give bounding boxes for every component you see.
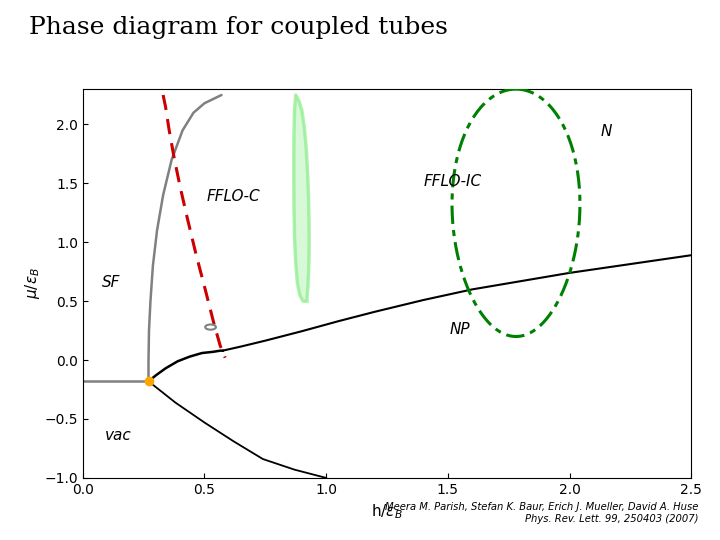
Text: Phase diagram for coupled tubes: Phase diagram for coupled tubes bbox=[29, 16, 448, 39]
Text: FFLO-C: FFLO-C bbox=[207, 189, 261, 204]
Polygon shape bbox=[294, 95, 309, 301]
Text: N: N bbox=[600, 124, 612, 139]
Text: NP: NP bbox=[450, 322, 470, 337]
Text: FFLO-IC: FFLO-IC bbox=[423, 174, 482, 188]
Text: Meera M. Parish, Stefan K. Baur, Erich J. Mueller, David A. Huse
Phys. Rev. Lett: Meera M. Parish, Stefan K. Baur, Erich J… bbox=[385, 502, 698, 524]
Y-axis label: $\mu$/$\varepsilon_B$: $\mu$/$\varepsilon_B$ bbox=[22, 267, 42, 300]
Text: vac: vac bbox=[104, 428, 132, 443]
Text: SF: SF bbox=[102, 275, 120, 290]
X-axis label: h/$\varepsilon_B$: h/$\varepsilon_B$ bbox=[371, 502, 403, 521]
